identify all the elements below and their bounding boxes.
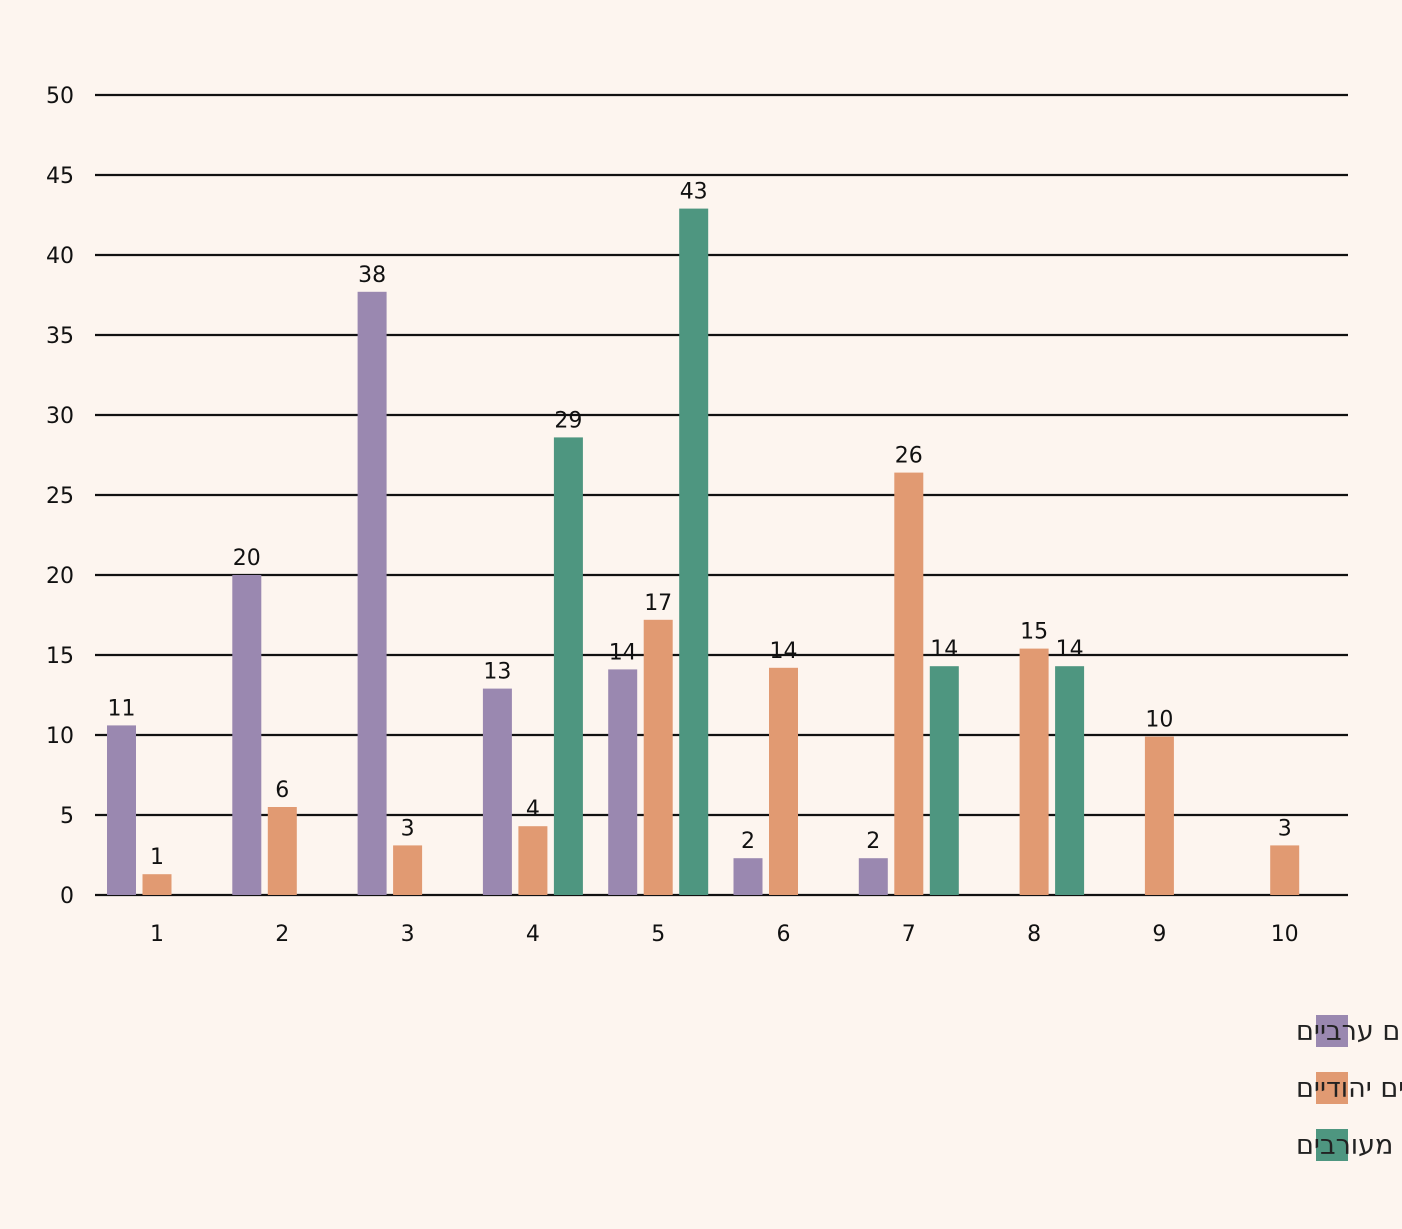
y-tick-label: 15: [46, 644, 74, 669]
data-label: 14: [770, 639, 798, 664]
data-label: 4: [526, 797, 540, 822]
bar: [393, 845, 423, 895]
legend: יישובים ערביים יישובים יהודיים יישובים מעו…: [1296, 1015, 1402, 1161]
y-tick-label: 35: [46, 324, 74, 349]
bar: [357, 291, 387, 895]
bar: [482, 688, 512, 895]
legend-swatch: [1316, 1129, 1348, 1161]
x-tick-label: 10: [1271, 922, 1299, 947]
data-label: 15: [1020, 620, 1048, 645]
bar: [107, 725, 136, 895]
y-tick-label: 5: [60, 804, 74, 829]
gridlines: [95, 93, 1348, 897]
legend-swatch: [1316, 1072, 1348, 1104]
bar: [608, 669, 638, 895]
data-label: 38: [358, 263, 386, 288]
bar: [267, 807, 297, 895]
y-tick-label: 45: [46, 164, 74, 189]
data-label: 10: [1145, 708, 1173, 733]
data-label: 43: [680, 180, 708, 205]
bar: [1055, 666, 1085, 895]
data-label: 29: [554, 408, 582, 433]
x-tick-label: 2: [275, 922, 289, 947]
legend-label: יישובים יהודיים: [1296, 1073, 1402, 1104]
x-axis-ticks: 1 2 3 4 5 6 7 8 9 10: [150, 922, 1299, 947]
y-tick-label: 50: [46, 84, 74, 109]
bar: [679, 208, 709, 896]
bar: [232, 575, 262, 895]
bar: [929, 666, 959, 895]
bar: [733, 858, 763, 895]
legend-label: יישובים מעורבים: [1296, 1130, 1402, 1161]
x-tick-label: 4: [526, 922, 540, 947]
data-label: 14: [1056, 637, 1084, 662]
data-label: 20: [233, 546, 261, 571]
y-tick-label: 0: [60, 884, 74, 909]
data-label: 14: [609, 640, 637, 665]
bar: [858, 858, 888, 895]
y-tick-label: 20: [46, 564, 74, 589]
bar: [142, 874, 172, 895]
y-axis-ticks: 0 5 10 15 20 25 30 35 40 45 50: [46, 84, 74, 909]
x-tick-label: 1: [150, 922, 164, 947]
bar: [1270, 845, 1300, 895]
bar: [518, 826, 548, 895]
x-tick-label: 9: [1152, 922, 1166, 947]
bar: [553, 437, 583, 895]
legend-swatch: [1316, 1015, 1348, 1047]
bar: [643, 619, 673, 895]
data-label: 2: [866, 829, 880, 854]
data-label: 3: [401, 816, 415, 841]
bar: [769, 667, 798, 895]
data-label: 3: [1278, 816, 1292, 841]
data-label: 2: [741, 829, 755, 854]
y-tick-label: 25: [46, 484, 74, 509]
x-tick-label: 6: [777, 922, 791, 947]
data-label: 11: [108, 696, 136, 721]
y-tick-label: 10: [46, 724, 74, 749]
bar: [894, 472, 924, 895]
y-tick-label: 40: [46, 244, 74, 269]
legend-label: יישובים ערביים: [1296, 1016, 1402, 1047]
x-tick-label: 5: [651, 922, 665, 947]
y-tick-label: 30: [46, 404, 74, 429]
data-label: 13: [483, 660, 511, 685]
data-label: 6: [275, 778, 289, 803]
x-tick-label: 7: [902, 922, 916, 947]
data-label: 1: [150, 845, 164, 870]
data-label: 26: [895, 444, 923, 469]
bar: [1019, 648, 1049, 895]
x-tick-label: 8: [1027, 922, 1041, 947]
bar: [1144, 736, 1174, 895]
x-tick-label: 3: [401, 922, 415, 947]
data-label: 14: [930, 637, 958, 662]
data-label: 17: [644, 591, 672, 616]
